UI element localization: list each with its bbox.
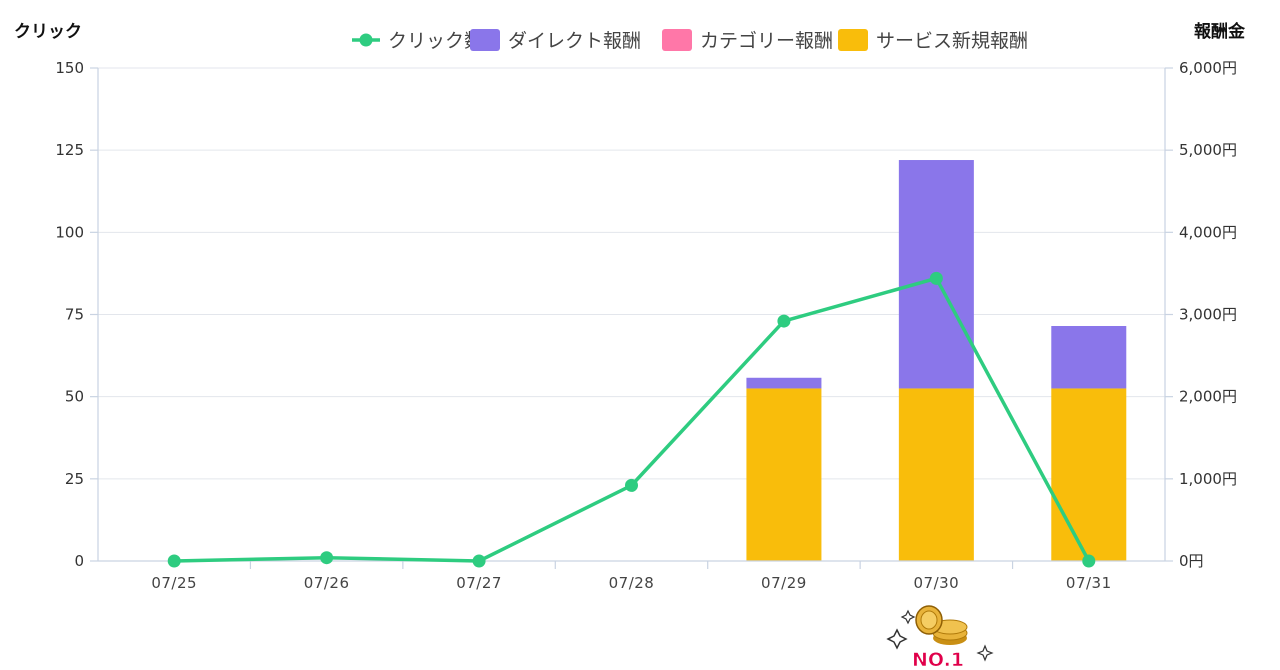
legend-swatch xyxy=(838,29,868,51)
tick-labels: 0 25 50 75 100 125 150 0円 1,000円 2,000円 3,000円 4,00… xyxy=(55,59,1237,592)
left-axis-title: クリック xyxy=(14,22,82,42)
left-axis-tick-label: 50 xyxy=(65,388,84,406)
x-axis-tick-label: 07/31 xyxy=(1066,574,1112,592)
legend-swatch xyxy=(470,29,500,51)
sparkle-icon xyxy=(900,609,916,625)
bar-direct xyxy=(746,377,822,389)
left-axis-tick-label: 100 xyxy=(55,223,84,241)
legend-label: ダイレクト報酬 xyxy=(508,30,641,52)
right-axis-tick-label: 4,000円 xyxy=(1179,223,1237,241)
bar-service xyxy=(1051,388,1127,561)
left-axis-tick-label: 75 xyxy=(65,306,84,324)
x-axis-tick-label: 07/25 xyxy=(151,574,197,592)
legend-label: クリック数 xyxy=(388,30,483,52)
legend-swatch xyxy=(662,29,692,51)
legend-label: カテゴリー報酬 xyxy=(700,30,833,52)
left-axis-tick-label: 150 xyxy=(55,59,84,77)
right-axis-tick-label: 5,000円 xyxy=(1179,141,1237,159)
sparkle-icon xyxy=(976,644,994,662)
axes xyxy=(97,68,1166,562)
click-point xyxy=(929,271,943,285)
legend-label: サービス新規報酬 xyxy=(876,30,1028,52)
right-axis-tick-label: 3,000円 xyxy=(1179,306,1237,324)
grid-lines xyxy=(90,67,1173,569)
left-axis-tick-label: 0 xyxy=(74,552,84,570)
right-axis-tick-label: 0円 xyxy=(1179,552,1204,570)
click-point xyxy=(777,314,791,328)
click-point xyxy=(167,554,181,568)
right-axis-title: 報酬金 xyxy=(1194,21,1246,42)
left-axis-tick-label: 25 xyxy=(65,470,84,488)
legend-item[interactable]: カテゴリー報酬 xyxy=(662,29,833,52)
legend-marker xyxy=(359,33,373,47)
x-axis-tick-label: 07/29 xyxy=(761,574,807,592)
click-point xyxy=(625,478,638,492)
right-axis-tick-label: 1,000円 xyxy=(1179,470,1237,488)
bar-direct xyxy=(1051,326,1127,389)
click-point xyxy=(1082,554,1096,568)
legend[interactable]: クリック数 ダイレクト報酬 カテゴリー報酬 サービス新規報酬 xyxy=(352,29,1028,52)
bar-service xyxy=(746,388,822,561)
bar-service xyxy=(898,388,974,561)
x-axis-tick-label: 07/26 xyxy=(304,574,350,592)
x-axis-tick-label: 07/30 xyxy=(913,574,959,592)
line-series xyxy=(167,271,1096,568)
sparkle-icon xyxy=(886,628,908,650)
click-point xyxy=(472,554,486,568)
gold-coins-icon xyxy=(915,605,968,645)
legend-item[interactable]: サービス新規報酬 xyxy=(838,29,1028,52)
no1-label: NO.1 xyxy=(912,649,964,670)
no1-badge: NO.1 xyxy=(886,605,994,670)
right-axis-tick-label: 2,000円 xyxy=(1179,388,1237,406)
left-axis-tick-label: 125 xyxy=(55,141,84,159)
x-axis-tick-label: 07/27 xyxy=(456,574,502,592)
right-axis-tick-label: 6,000円 xyxy=(1179,59,1237,77)
legend-item[interactable]: ダイレクト報酬 xyxy=(470,29,641,52)
x-axis-tick-label: 07/28 xyxy=(609,574,655,592)
legend-item[interactable]: クリック数 xyxy=(352,30,483,52)
bar-series xyxy=(746,160,1127,561)
click-point xyxy=(320,551,334,565)
